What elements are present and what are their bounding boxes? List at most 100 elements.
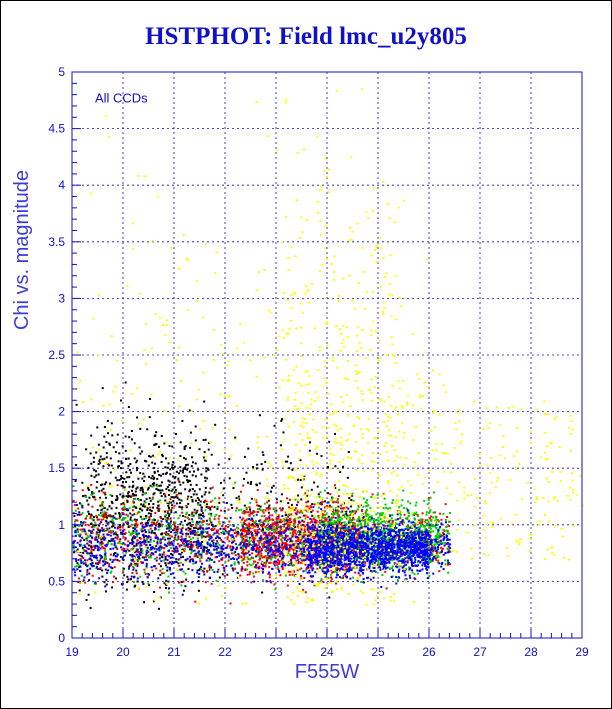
data-point (143, 500, 146, 503)
data-point (271, 522, 274, 525)
data-point (283, 545, 285, 548)
data-point (110, 515, 113, 518)
data-point (243, 504, 246, 507)
data-point (229, 528, 232, 531)
data-point (165, 584, 168, 586)
data-point (239, 543, 242, 546)
data-point (154, 524, 157, 527)
data-point (208, 559, 211, 562)
data-point (264, 564, 267, 567)
data-point (133, 442, 136, 445)
data-point (426, 547, 429, 550)
data-point (368, 519, 371, 522)
data-point (412, 512, 415, 515)
data-point (156, 477, 159, 480)
data-point (103, 511, 106, 513)
data-point (388, 529, 391, 532)
data-point (109, 471, 112, 474)
data-point (192, 461, 194, 464)
data-point (181, 508, 184, 511)
data-point (195, 512, 198, 515)
data-point (342, 465, 345, 468)
data-point (313, 518, 315, 521)
data-point (286, 554, 289, 557)
data-point (262, 508, 265, 511)
data-point (430, 544, 433, 547)
data-point (141, 518, 143, 521)
data-point (194, 439, 197, 442)
data-point (141, 509, 144, 512)
data-point (128, 549, 131, 552)
data-point (360, 526, 363, 529)
data-point (110, 507, 113, 510)
data-point (429, 559, 432, 562)
data-point (335, 546, 338, 549)
data-point (332, 513, 335, 516)
data-point (428, 526, 431, 528)
data-point (260, 534, 263, 537)
data-point (233, 561, 236, 564)
data-point (428, 517, 431, 520)
data-point (405, 538, 408, 541)
data-point (269, 561, 272, 564)
data-point (130, 471, 132, 474)
data-point (126, 520, 129, 523)
data-point (148, 584, 151, 587)
data-point (394, 522, 397, 525)
data-point (214, 525, 217, 528)
data-point (319, 539, 322, 542)
data-point (309, 527, 312, 530)
data-point (192, 536, 195, 539)
data-point (129, 532, 132, 535)
data-point (243, 531, 246, 534)
data-point (292, 530, 295, 533)
data-point (335, 561, 338, 564)
data-point (94, 556, 97, 559)
data-point (304, 569, 307, 572)
data-point (129, 495, 132, 498)
data-point (184, 467, 187, 470)
data-point (242, 558, 245, 561)
data-point (102, 446, 105, 449)
data-point (139, 551, 142, 554)
data-point (143, 475, 146, 478)
data-point (386, 566, 389, 569)
data-point (405, 567, 408, 570)
data-point (161, 568, 164, 571)
data-point (96, 516, 98, 519)
data-point (371, 517, 373, 520)
data-point (268, 532, 271, 534)
data-point (417, 535, 420, 538)
data-point (356, 553, 359, 556)
data-point (376, 563, 379, 566)
data-point (313, 503, 316, 506)
data-point (258, 565, 261, 568)
data-point (324, 500, 326, 503)
data-point (98, 460, 101, 463)
data-point (327, 548, 330, 551)
data-point (326, 504, 328, 507)
data-point (178, 472, 181, 475)
data-point (121, 557, 124, 560)
data-point (285, 517, 288, 520)
data-point (109, 515, 111, 518)
data-point (401, 543, 404, 546)
data-point (252, 524, 255, 527)
data-point (196, 546, 198, 549)
data-point (144, 501, 147, 504)
data-point (298, 511, 301, 514)
data-point (356, 524, 359, 527)
data-point (352, 549, 355, 552)
data-point (294, 546, 297, 549)
data-point (254, 534, 257, 537)
data-point (252, 560, 255, 563)
data-point (110, 570, 113, 573)
data-point (273, 534, 276, 537)
data-point (276, 554, 279, 557)
data-point (279, 518, 282, 521)
data-point (288, 498, 291, 501)
data-point (170, 541, 173, 543)
data-point (355, 531, 358, 534)
data-point (142, 490, 144, 493)
data-point (305, 533, 308, 536)
